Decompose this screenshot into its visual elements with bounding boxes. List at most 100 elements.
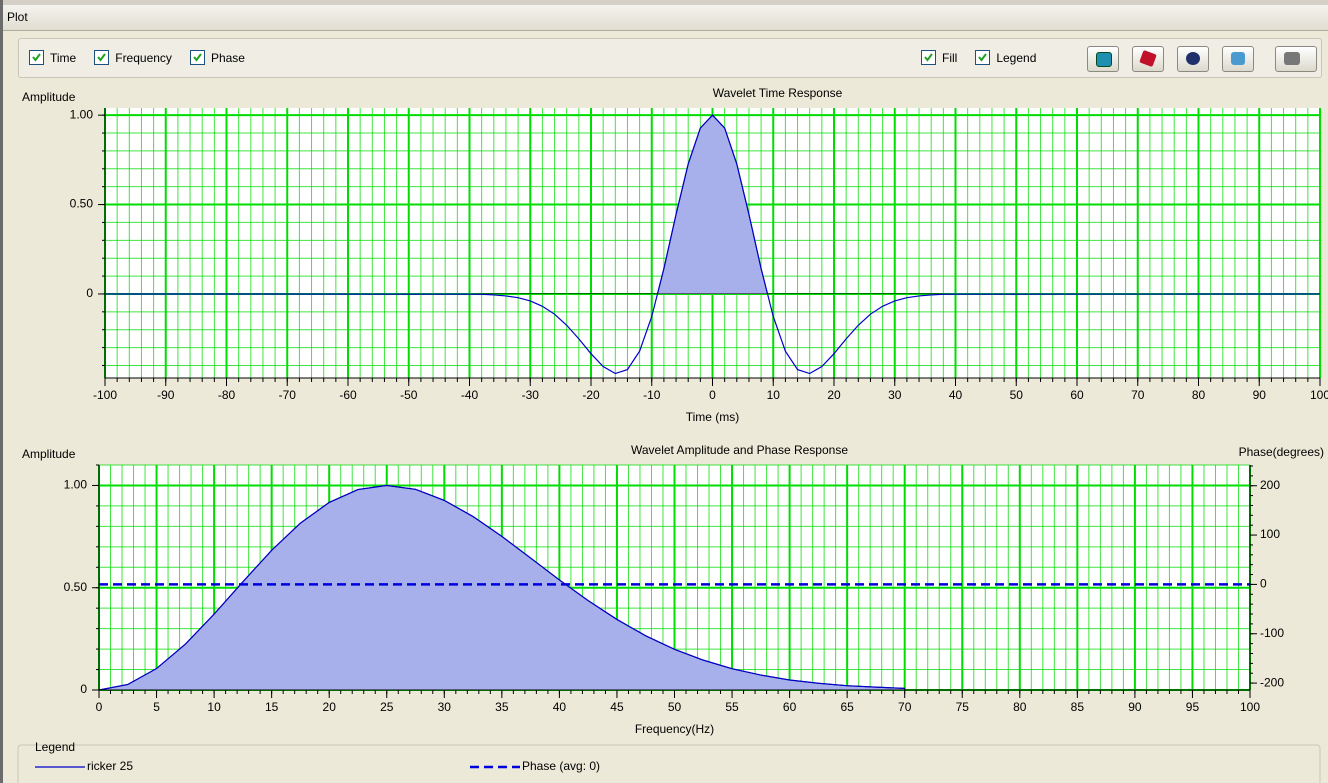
legend-frame	[17, 744, 1321, 783]
x-axis-label: Time (ms)	[686, 410, 740, 424]
checkbox-box[interactable]	[29, 50, 44, 65]
legend-title: Legend	[35, 740, 75, 754]
view-button[interactable]	[1177, 46, 1209, 72]
legend-label: Phase (avg: 0)	[522, 759, 600, 773]
x-tick-label: 80	[1013, 700, 1027, 714]
checkbox-box[interactable]	[189, 50, 205, 65]
x-tick-label: 75	[956, 700, 970, 714]
y-tick-label: 1.00	[70, 107, 94, 121]
top-strip	[3, 0, 1328, 5]
x-tick-label: 95	[1186, 700, 1200, 714]
x-tick-label: 55	[725, 700, 739, 714]
x-tick-label: 10	[767, 388, 781, 402]
checkbox-box[interactable]	[921, 50, 936, 65]
y2-tick-label: 100	[1260, 527, 1280, 541]
checkbox[interactable]: Phase	[189, 50, 245, 65]
export-button[interactable]	[1222, 46, 1254, 72]
x-tick-label: 5	[153, 700, 160, 714]
y-tick-label: 0.50	[70, 197, 94, 211]
series-line	[98, 484, 905, 691]
x-tick-label: -20	[582, 388, 600, 402]
panel-title: Plot	[7, 10, 28, 24]
x-tick-label: -100	[93, 388, 117, 402]
checkmark	[32, 53, 41, 62]
x-tick-label: 60	[783, 700, 797, 714]
checkbox[interactable]: Frequency	[94, 50, 172, 65]
checkmark	[924, 53, 933, 62]
x-tick-label: 70	[898, 700, 912, 714]
x-tick-label: 85	[1071, 700, 1085, 714]
x-tick-label: -90	[157, 388, 175, 402]
x-tick-label: 60	[1070, 388, 1084, 402]
marker-button[interactable]	[1132, 46, 1164, 72]
x-tick-label: 100	[1310, 388, 1328, 402]
y-tick-label: 0.50	[64, 580, 88, 594]
x-tick-label: 0	[96, 700, 103, 714]
x-tick-label: 80	[1192, 388, 1206, 402]
y-tick-label: 1.00	[64, 478, 88, 492]
checkmark-path	[193, 53, 202, 62]
panel-header: Plot	[3, 5, 1328, 31]
chart-title: Wavelet Time Response	[713, 86, 843, 100]
x-tick-label: 90	[1128, 700, 1142, 714]
series-line	[104, 114, 1321, 375]
x-tick-label: -50	[400, 388, 418, 402]
x-tick-label: 65	[840, 700, 854, 714]
x-tick-label: 35	[495, 700, 509, 714]
x-tick-label: 40	[553, 700, 567, 714]
checkmark	[193, 53, 202, 62]
checkbox-label: Time	[50, 50, 77, 65]
y2-tick-label: -100	[1260, 626, 1284, 640]
x-tick-label: 90	[1253, 388, 1267, 402]
x-tick-label: -60	[339, 388, 357, 402]
x-tick-label: 45	[610, 700, 624, 714]
checkmark-path	[924, 53, 933, 62]
checkmark	[978, 53, 988, 62]
x-tick-label: -30	[522, 388, 540, 402]
y-axis-label: Amplitude	[22, 90, 76, 104]
checkbox[interactable]: Legend	[975, 50, 1036, 65]
legend-label: ricker 25	[87, 759, 133, 773]
checkmark-path	[978, 53, 988, 62]
x-tick-label: -70	[279, 388, 297, 402]
toolbar: Time Frequency Phase Fill Legend	[18, 38, 1322, 78]
x-tick-label: 25	[380, 700, 394, 714]
x-tick-label: -80	[218, 388, 236, 402]
y-tick-label: 0	[86, 286, 93, 300]
x-tick-label: 70	[1131, 388, 1145, 402]
color-button[interactable]	[1087, 46, 1119, 72]
y2-tick-label: 0	[1260, 577, 1267, 591]
checkbox-label: Fill	[942, 50, 958, 65]
checkbox-label: Frequency	[115, 50, 172, 65]
x-tick-label: 15	[265, 700, 279, 714]
view-options: Time Frequency Phase	[29, 50, 245, 65]
x-tick-label: 0	[709, 388, 716, 402]
x-tick-label: 100	[1240, 700, 1260, 714]
x-tick-label: -10	[643, 388, 661, 402]
y2-axis-label: Phase(degrees)	[1239, 445, 1324, 459]
x-tick-label: 30	[438, 700, 452, 714]
x-tick-label: 20	[323, 700, 337, 714]
x-tick-label: 50	[1010, 388, 1024, 402]
checkbox-box[interactable]	[94, 50, 110, 65]
chart-title: Wavelet Amplitude and Phase Response	[631, 443, 848, 457]
x-tick-label: 30	[888, 388, 902, 402]
y2-tick-label: 200	[1260, 478, 1280, 492]
y2-tick-label: -200	[1260, 675, 1284, 689]
print-button[interactable]	[1275, 46, 1317, 72]
x-axis-label: Frequency(Hz)	[635, 722, 714, 736]
checkbox[interactable]: Time	[29, 50, 76, 65]
left-border	[0, 0, 3, 783]
x-tick-label: -40	[461, 388, 479, 402]
y-axis-label: Amplitude	[22, 447, 76, 461]
x-tick-label: 10	[207, 700, 221, 714]
checkbox-box[interactable]	[975, 50, 991, 65]
checkmark	[97, 53, 107, 62]
checkbox-label: Legend	[996, 50, 1037, 65]
checkbox[interactable]: Fill	[921, 50, 957, 65]
x-tick-label: 20	[827, 388, 841, 402]
checkmark-path	[97, 53, 107, 62]
display-options: Fill Legend	[921, 50, 1036, 65]
